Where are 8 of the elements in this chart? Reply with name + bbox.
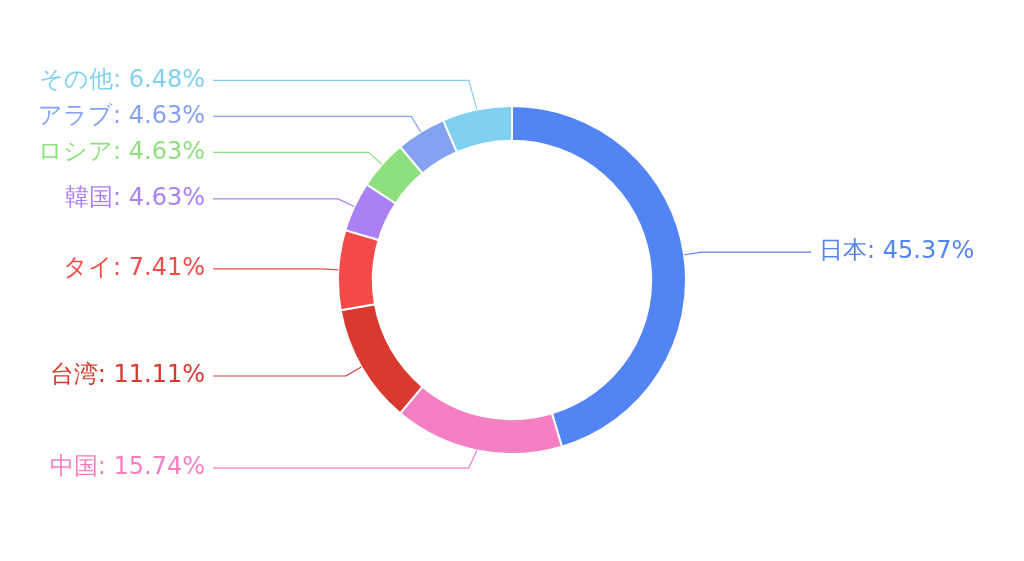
slice-label: ロシア: 4.63% xyxy=(38,136,205,165)
slice-label: その他: 6.48% xyxy=(39,64,205,93)
slice-label: 日本: 45.37% xyxy=(819,236,975,265)
slice-label: アラブ: 4.63% xyxy=(38,100,205,129)
slice-label: 中国: 15.74% xyxy=(49,452,205,481)
slice-label: 韓国: 4.63% xyxy=(65,183,205,212)
slice-label: タイ: 7.41% xyxy=(63,253,205,282)
slice-label: 台湾: 11.11% xyxy=(49,360,205,389)
